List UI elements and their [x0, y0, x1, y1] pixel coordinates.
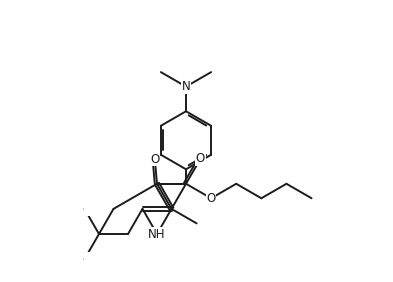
Text: O: O	[206, 192, 216, 205]
Text: O: O	[196, 152, 205, 165]
Text: O: O	[150, 153, 160, 166]
Text: NH: NH	[148, 228, 166, 241]
Text: N: N	[182, 80, 190, 93]
